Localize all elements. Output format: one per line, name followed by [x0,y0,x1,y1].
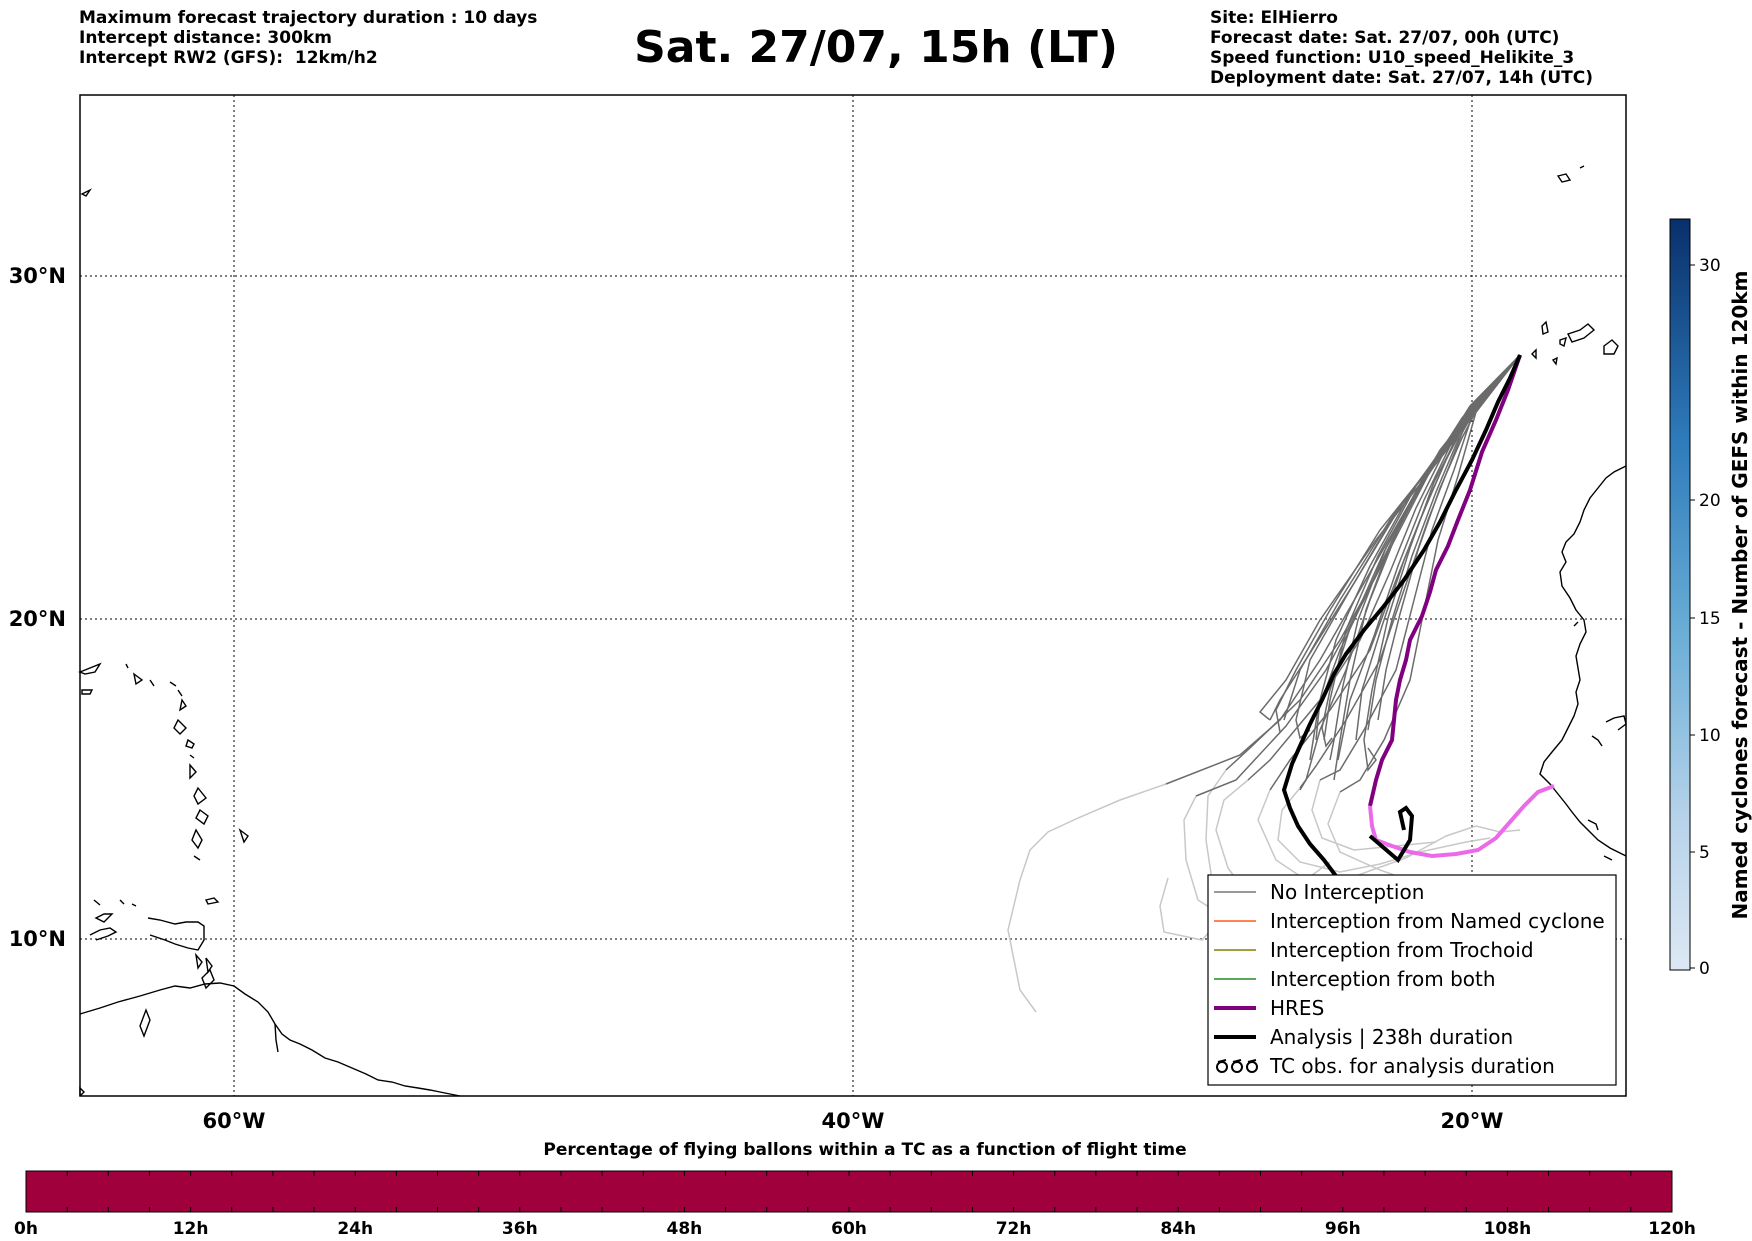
colorbar-right-tick-0: 0 [1699,959,1710,979]
legend: No Interception Interception from Named … [1207,874,1617,1086]
colorbar-right-tick-10: 10 [1699,726,1721,746]
header-left-line-2: Intercept distance: 300km [79,28,332,48]
colorbar-bottom-tick-72h: 72h [996,1219,1032,1239]
legend-label-hres: HRES [1270,996,1324,1020]
lat-label-10n: 10°N [9,927,66,951]
colorbar-right-label: Named cyclones forecast - Number of GEFS… [1728,271,1752,920]
page-title: Sat. 27/07, 15h (LT) [634,22,1118,73]
tc-symbol-icon [1216,1059,1258,1073]
colorbar-right-tick-20: 20 [1699,491,1721,511]
legend-label-trochoid: Interception from Trochoid [1270,938,1534,962]
header-right-line-2: Forecast date: Sat. 27/07, 00h (UTC) [1210,28,1560,48]
lat-label-30n: 30°N [9,264,66,288]
lon-label-60w: 60°W [203,1109,266,1133]
colorbar-right-tick-5: 5 [1699,843,1710,863]
colorbar-bottom-tick-96h: 96h [1325,1219,1361,1239]
legend-label-no-interception: No Interception [1270,880,1424,904]
header-right-line-4: Deployment date: Sat. 27/07, 14h (UTC) [1210,68,1594,88]
map-frame [79,94,1627,1097]
lon-label-20w: 20°W [1441,1109,1504,1133]
colorbar-bottom-tick-108h: 108h [1484,1219,1532,1239]
trajectory-analysis [1281,354,1522,887]
header-left-line-1: Maximum forecast trajectory duration : 1… [79,8,538,28]
colorbar-bottom-title: Percentage of flying ballons within a TC… [543,1140,1187,1160]
colorbar-right: 0 5 10 15 20 30 Named cyclones forecast … [1669,218,1752,979]
trajectory-hres [1368,354,1522,807]
legend-label-both: Interception from both [1270,967,1496,991]
header-left-line-3: Intercept RW2 (GFS): 12km/h2 [79,48,378,68]
legend-label-named-cyclone: Interception from Named cyclone [1270,909,1605,933]
lat-label-20n: 20°N [9,607,66,631]
header-right-line-3: Speed function: U10_speed_Helikite_3 [1210,48,1575,68]
trajectory-no-interception-group [1165,354,1521,797]
trajectory-analysis-loop [1368,805,1415,864]
colorbar-right-tick-15: 15 [1699,609,1721,629]
legend-label-tc-obs: TC obs. for analysis duration [1269,1054,1555,1078]
colorbar-bottom-tick-0h: 0h [14,1219,38,1239]
colorbar-right-tick-30: 30 [1699,256,1721,276]
colorbar-bottom: 0h 12h 24h 36h 48h 60h 72h 84h 96h 108h … [14,1170,1696,1239]
colorbar-bottom-tick-36h: 36h [502,1219,538,1239]
colorbar-bottom-tick-120h: 120h [1648,1219,1696,1239]
colorbar-bottom-tick-12h: 12h [173,1219,209,1239]
colorbar-bottom-tick-84h: 84h [1160,1219,1196,1239]
colorbar-bottom-tick-24h: 24h [337,1219,373,1239]
map-gridlines [80,95,1626,1096]
colorbar-bottom-bar [25,1170,1673,1213]
lon-label-40w: 40°W [822,1109,885,1133]
colorbar-bottom-tick-60h: 60h [831,1219,867,1239]
header-right-line-1: Site: ElHierro [1210,8,1338,28]
legend-label-analysis: Analysis | 238h duration [1270,1025,1513,1049]
coastlines [78,165,1627,1097]
colorbar-bottom-tick-48h: 48h [667,1219,703,1239]
